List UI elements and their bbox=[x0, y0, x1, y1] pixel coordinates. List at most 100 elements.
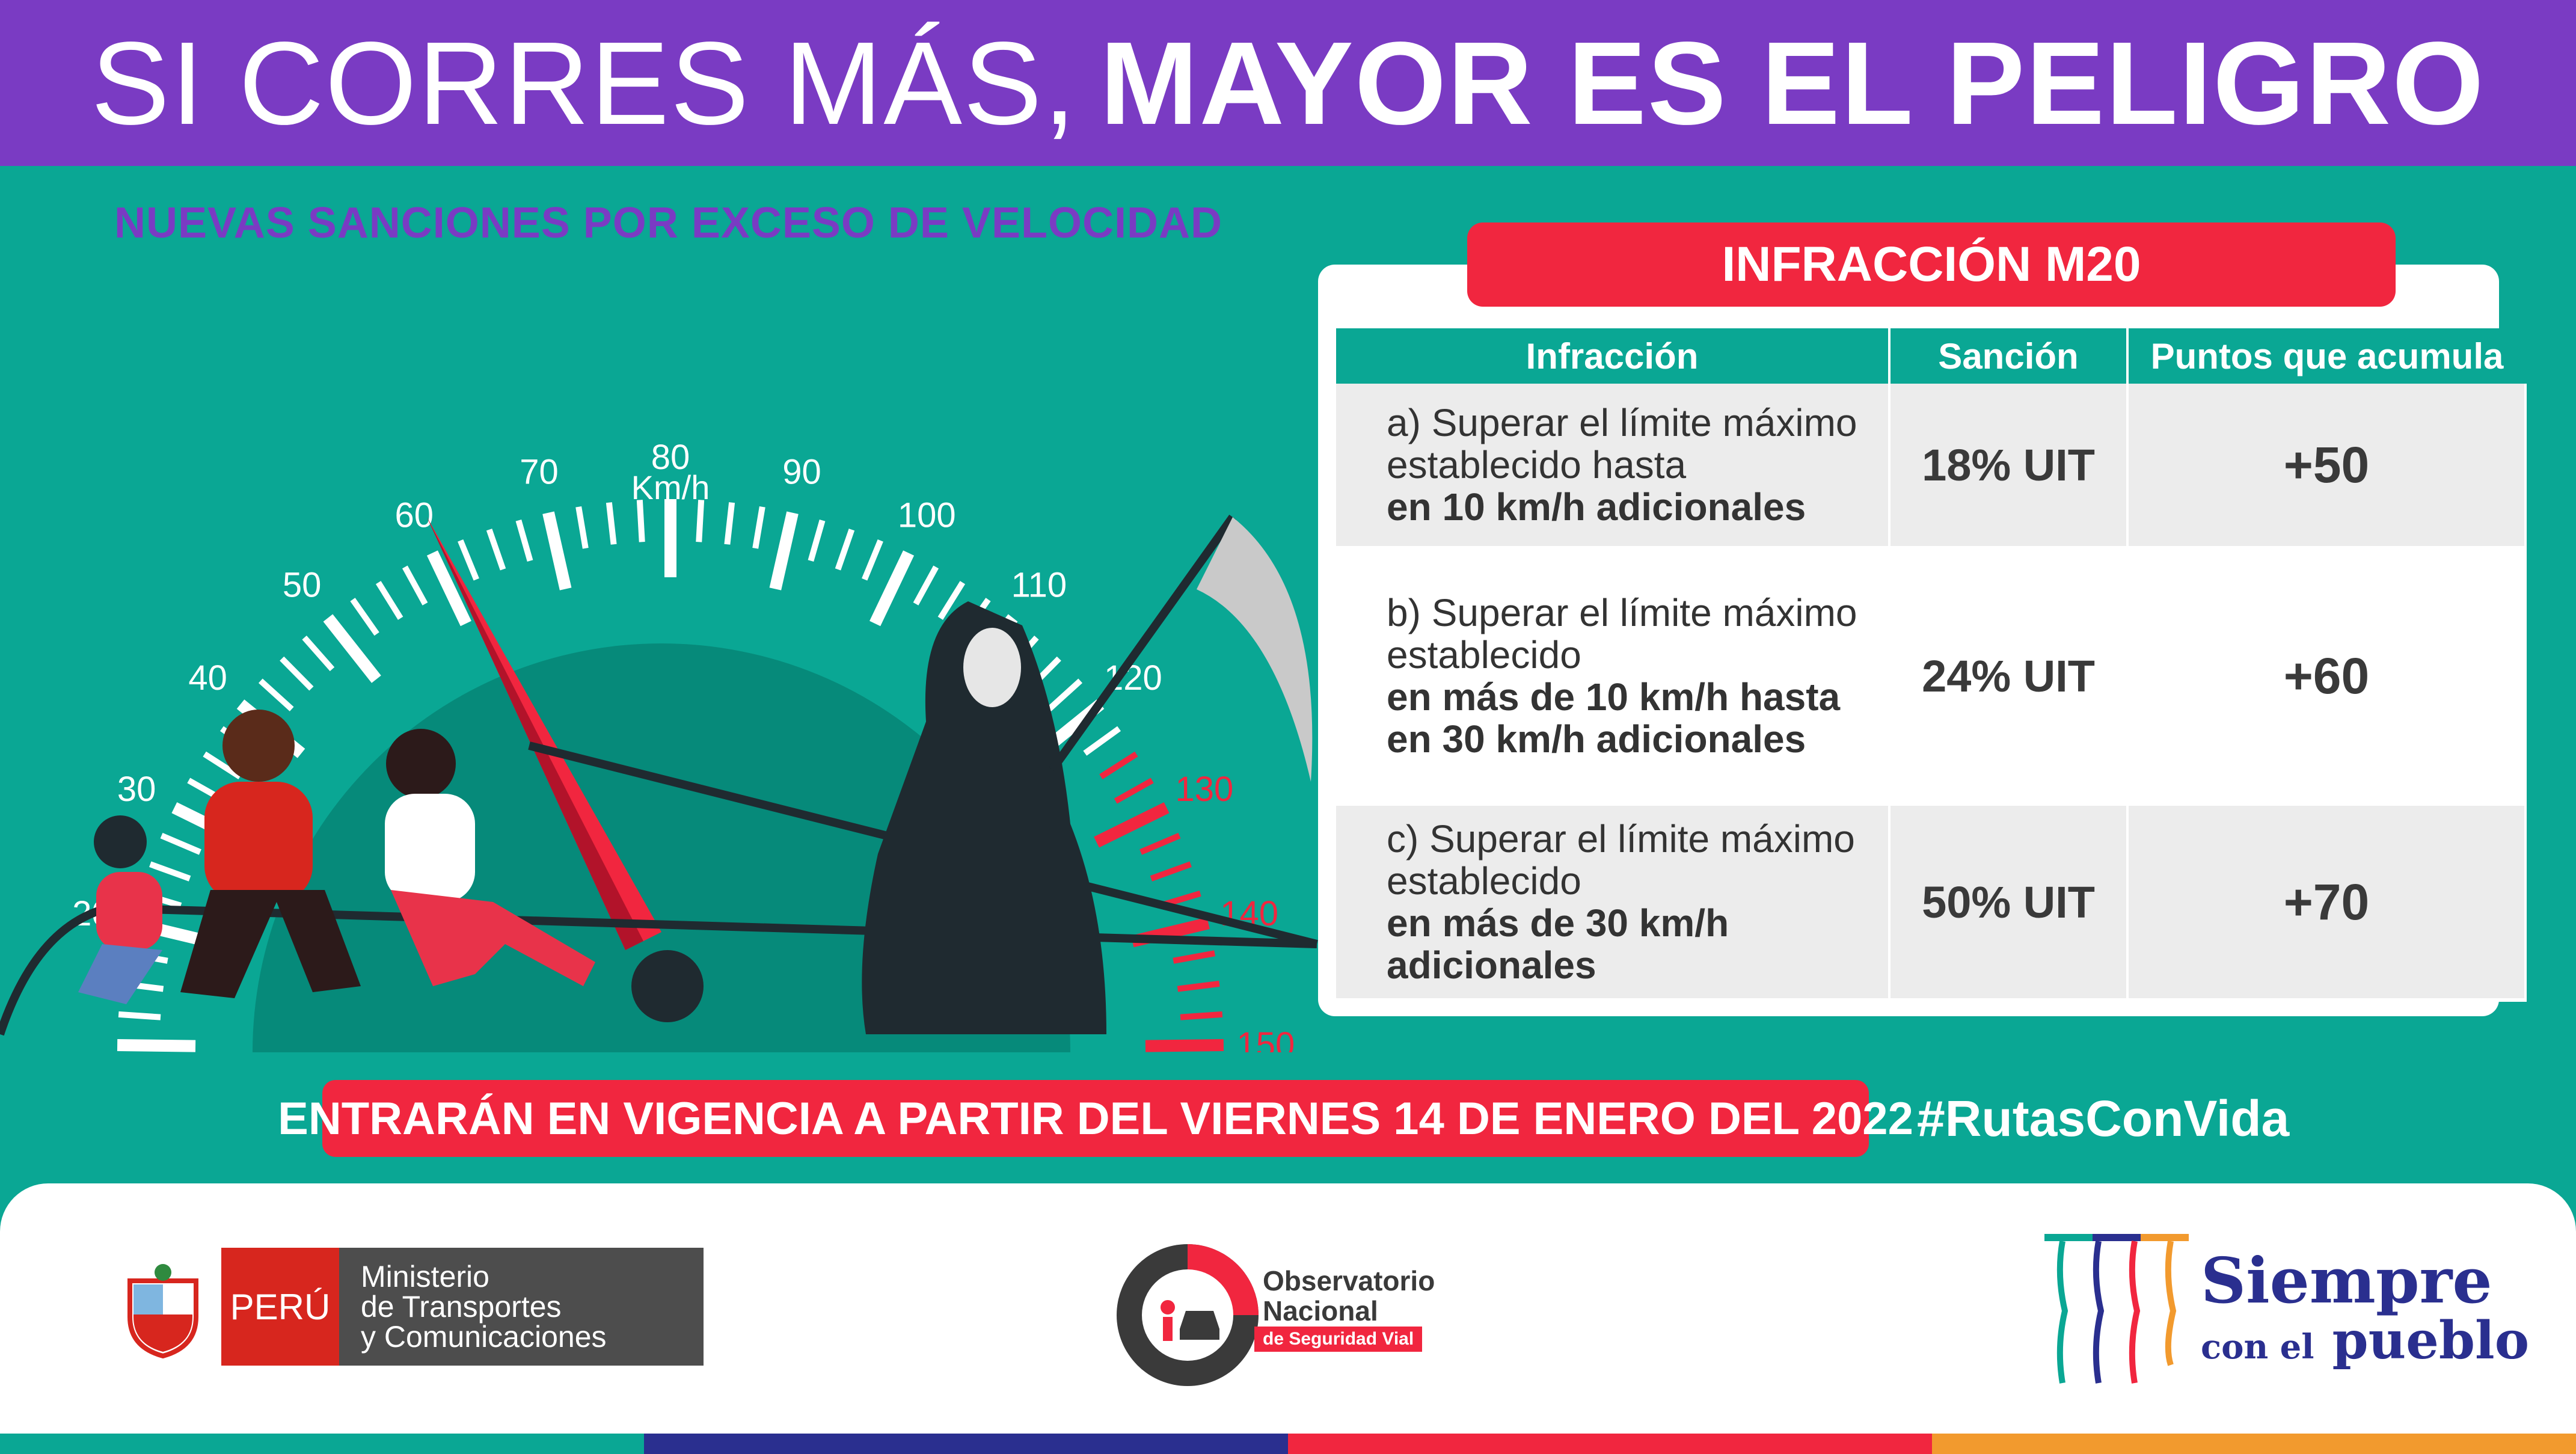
gauge-tick-label: 90 bbox=[782, 452, 821, 491]
gauge-tick-label: 130 bbox=[1176, 770, 1234, 809]
gauge-tick-label: 100 bbox=[898, 495, 956, 535]
gauge-tick bbox=[752, 506, 765, 549]
gauge-tick bbox=[542, 511, 572, 590]
family-figures bbox=[78, 710, 595, 1004]
gauge-tick bbox=[1139, 833, 1181, 855]
gauge-tick bbox=[913, 565, 939, 606]
speedometer-illustration: 02030405060708090100110120130140150160 K… bbox=[0, 438, 1318, 1052]
gauge-tick-label: 150 bbox=[1237, 1025, 1295, 1052]
subtitle: NUEVAS SANCIONES POR EXCESO DE VELOCIDAD bbox=[114, 199, 1222, 247]
title-banner bbox=[0, 0, 2576, 166]
description-bold: en más de 10 km/h hasta en 30 km/h adici… bbox=[1387, 675, 1841, 761]
description-text: c) Superar el límite máximo establecido bbox=[1387, 817, 1855, 903]
column-header: Infracción bbox=[1336, 328, 1891, 384]
sanction-value: 18% UIT bbox=[1889, 384, 2129, 550]
peru-coat-of-arms-icon bbox=[127, 1264, 198, 1359]
gauge-tick bbox=[118, 1011, 161, 1020]
description-bold: en más de 30 km/h adicionales bbox=[1387, 901, 1729, 987]
father-head bbox=[222, 710, 295, 782]
gauge-tick-label: 110 bbox=[1011, 566, 1067, 605]
table-row: b) Superar el límite máximo establecido … bbox=[1336, 548, 2527, 806]
page-title: SI CORRES MÁS, MAYOR ES EL PELIGRO bbox=[0, 0, 2576, 166]
grim-reaper bbox=[862, 514, 1313, 1034]
gauge-unit-label: Km/h bbox=[631, 468, 710, 506]
scythe-handle bbox=[1049, 514, 1236, 773]
mother-body bbox=[385, 794, 475, 902]
column-header: Sanción bbox=[1889, 328, 2129, 384]
gauge-tick bbox=[769, 511, 799, 590]
table-header-row: Infracción Sanción Puntos que acumula bbox=[1336, 328, 2525, 384]
observatorio-logo-icon bbox=[1117, 1244, 1259, 1386]
gauge-tick bbox=[302, 635, 335, 672]
infraction-description: a) Superar el límite máximo establecido … bbox=[1336, 384, 1891, 550]
gauge-tick bbox=[1099, 751, 1138, 779]
gauge-tick bbox=[458, 539, 479, 581]
gauge-tick bbox=[149, 861, 191, 882]
footer-stripe bbox=[1932, 1434, 2576, 1454]
gauge-tick bbox=[117, 1038, 196, 1052]
gauge-tick bbox=[696, 500, 705, 542]
footer-stripe bbox=[0, 1434, 644, 1454]
gauge-tick bbox=[203, 751, 242, 779]
gauge-tick bbox=[575, 506, 589, 549]
pueblo-small: con el bbox=[2201, 1327, 2314, 1367]
points-value: +50 bbox=[2127, 384, 2527, 550]
gauge-tick bbox=[1083, 726, 1121, 756]
gauge-tick bbox=[937, 581, 966, 620]
gauge-tick-label: 50 bbox=[283, 566, 322, 605]
gauge-tick-label: 40 bbox=[188, 658, 227, 698]
child-body bbox=[96, 872, 162, 950]
gauge-tick bbox=[724, 502, 735, 545]
description-bold: en 10 km/h adicionales bbox=[1387, 485, 1806, 529]
title-bold: MAYOR ES EL PELIGRO bbox=[1100, 17, 2485, 149]
siempre-con-el-pueblo-logo-icon bbox=[2044, 1234, 2189, 1384]
gauge-tick bbox=[862, 539, 883, 581]
siempre-con-el-pueblo-wordmark: Siempre con el pueblo bbox=[2201, 1248, 2529, 1374]
reaper-cloak bbox=[862, 601, 1106, 1034]
ministry-line: de Transportes bbox=[361, 1290, 562, 1324]
gauge-tick bbox=[1047, 678, 1083, 711]
footer-stripe bbox=[1288, 1434, 1932, 1454]
gauge-tick bbox=[869, 550, 915, 627]
gauge-needle-shadow bbox=[427, 517, 643, 950]
gauge-tick bbox=[1173, 950, 1216, 964]
observatorio-line: Nacional bbox=[1263, 1295, 1378, 1327]
gauge-tick bbox=[1180, 1011, 1223, 1020]
child-legs bbox=[78, 944, 162, 1004]
sanction-value: 50% UIT bbox=[1889, 804, 2129, 1002]
gauge-tick bbox=[1094, 802, 1170, 848]
points-value: +60 bbox=[2127, 548, 2527, 806]
gauge-tick-label: 30 bbox=[117, 770, 156, 809]
scythe-blade bbox=[1197, 517, 1313, 782]
gauge-tick bbox=[1114, 778, 1154, 804]
gauge-tick-label: 60 bbox=[395, 495, 434, 535]
column-header: Puntos que acumula bbox=[2127, 328, 2525, 384]
gauge-tick-labels: 02030405060708090100110120130140150160 bbox=[72, 438, 1295, 1052]
father-body bbox=[204, 782, 313, 902]
gauge-tick bbox=[160, 833, 201, 855]
infraction-description: c) Superar el límite máximo establecido … bbox=[1336, 804, 1891, 1002]
pueblo-big: pueblo bbox=[2332, 1310, 2530, 1371]
mother-legs bbox=[391, 890, 595, 986]
gauge-tick bbox=[486, 529, 506, 571]
sanction-value: 24% UIT bbox=[1889, 548, 2129, 806]
gauge-tick bbox=[350, 598, 379, 636]
gauge-tick bbox=[636, 500, 645, 542]
effective-date-banner: ENTRARÁN EN VIGENCIA A PARTIR DEL VIERNE… bbox=[278, 1080, 1913, 1157]
footer-stripe bbox=[644, 1434, 1288, 1454]
ministry-line: Ministerio bbox=[361, 1260, 489, 1293]
gauge-tick bbox=[835, 529, 855, 571]
description-text: b) Superar el límite máximo establecido bbox=[1387, 591, 1857, 676]
gauge-tick bbox=[402, 565, 428, 606]
gauge-needle bbox=[427, 517, 661, 950]
gauge-tick bbox=[426, 550, 471, 627]
gauge-tick bbox=[1150, 861, 1192, 882]
mother-head bbox=[386, 729, 456, 799]
gauge-tick bbox=[323, 614, 381, 683]
observatorio-tag: de Seguridad Vial bbox=[1254, 1327, 1423, 1352]
gauge-tick-label: 80 bbox=[651, 438, 690, 477]
child-head bbox=[94, 815, 147, 868]
ministry-name: Ministerio de Transportes y Comunicacion… bbox=[339, 1248, 704, 1366]
infraction-header: INFRACCIÓN M20 bbox=[1467, 222, 2396, 307]
gauge-tick bbox=[280, 656, 314, 691]
